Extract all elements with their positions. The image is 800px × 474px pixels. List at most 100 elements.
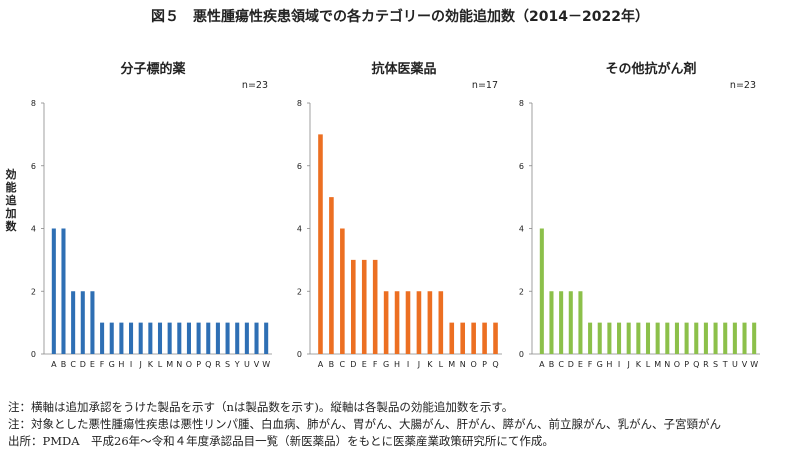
x-tick-label: C [340,360,346,369]
y-tick-label: 0 [31,350,36,359]
bar [361,259,367,354]
x-tick-label: I [407,360,409,369]
y-tick-label: 2 [297,287,302,296]
bar [61,228,66,354]
x-tick-label: A [539,360,545,369]
bar [559,291,564,354]
bar [416,291,422,354]
x-tick-label: U [732,360,738,369]
bar [674,322,679,354]
figure-notes: 注：横軸は追加承認をうけた製品を示す（nは製品数を示す)。縦軸は各製品の効能追加… [8,399,794,450]
x-tick-label: H [606,360,612,369]
x-tick-label: C [70,360,76,369]
note-source: 出所：PMDA 平成26年～令和４年度承認品目一覧（新医薬品）をもとに医薬産業政… [8,434,554,448]
figure-title: 図５ 悪性腫瘍性疾患領域での各カテゴリーの効能追加数（2014－2022年） [151,9,649,25]
y-tick-label: 2 [31,287,36,296]
x-tick-label: K [636,360,642,369]
y-tick-label: 0 [519,350,524,359]
bar-chart-svg: 0 2 4 6 8 n=23 A B C D E F G H I J K L M N O P Q R S Y U V W [31,80,272,369]
chart-panel-other-anticancer: その他抗がん剤 0 2 4 6 8 n=23 A B C D E F G H I J K L M N O P Q R S T U V W [519,58,782,383]
bar [119,322,124,354]
x-tick-label: V [742,360,748,369]
x-tick-label: Q [205,360,211,369]
x-tick-label: B [61,360,66,369]
x-tick-label: G [383,360,389,369]
x-tick-label: C [558,360,564,369]
bar [318,134,323,354]
x-tick-label: E [362,360,367,369]
bar [732,322,737,354]
x-tick-label: J [627,360,630,369]
y-tick-label: 8 [31,99,36,108]
bar [694,322,699,354]
x-tick-label: G [109,360,115,369]
y-tick-label: 4 [31,225,36,234]
bar [742,322,747,354]
n-count-label: n=23 [242,80,268,91]
x-tick-label: Q [492,360,498,369]
bar [186,322,191,354]
bar [340,228,345,354]
x-tick-label: O [674,360,680,369]
bar [684,322,689,354]
x-tick-label: P [684,360,689,369]
x-tick-label: F [588,360,593,369]
bar [383,291,389,354]
bar [129,322,134,354]
x-tick-label: E [90,360,95,369]
bar [578,291,583,354]
bar [713,322,718,354]
bar [539,228,544,354]
bar-chart-svg: 0 2 4 6 8 n=23 A B C D E F G H I J K L M N O P Q R S T U V W [519,80,760,369]
x-tick-label: W [262,360,270,369]
x-tick-label: B [549,360,555,369]
x-tick-label: L [439,360,444,369]
y-tick-label: 6 [31,162,36,171]
x-tick-label: B [329,360,335,369]
bar [723,322,728,354]
x-tick-label: E [578,360,583,369]
bar [636,322,641,354]
bar [394,291,400,354]
x-tick-label: R [215,360,221,369]
y-tick-label: 6 [297,162,302,171]
bar [438,291,444,354]
bar [100,322,105,354]
x-tick-label: R [703,360,709,369]
bar [90,291,95,354]
x-tick-label: M [654,360,661,369]
bar [655,322,660,354]
x-tick-label: L [158,360,163,369]
x-tick-label: O [186,360,192,369]
x-tick-label: A [51,360,57,369]
x-tick-label: Y [234,360,240,369]
bar [427,291,433,354]
x-tick-label: O [470,360,476,369]
x-tick-label: I [618,360,620,369]
bar [51,228,56,354]
x-tick-label: K [148,360,154,369]
x-tick-label: H [118,360,124,369]
bar [235,322,240,354]
bar [460,322,466,354]
bar [597,322,602,354]
bar [138,322,143,354]
x-tick-label: H [394,360,400,369]
y-tick-label: 6 [519,162,524,171]
bar [405,291,411,354]
bar [607,322,612,354]
bar [167,322,172,354]
chart-panel-targeted: 分子標的薬 0 2 4 6 8 n=23 A B C D E F G H I J K L M N O P Q R S Y U V W [22,58,284,383]
y-tick-label: 8 [297,99,302,108]
y-tick-label: 4 [297,225,302,234]
bar [703,322,708,354]
bar [471,322,476,354]
x-tick-label: N [176,360,182,369]
x-tick-label: A [318,360,324,369]
x-tick-label: F [100,360,105,369]
bar [626,322,631,354]
x-tick-label: D [350,360,356,369]
bar [482,322,487,354]
bar [449,322,455,354]
x-tick-label: S [713,360,718,369]
